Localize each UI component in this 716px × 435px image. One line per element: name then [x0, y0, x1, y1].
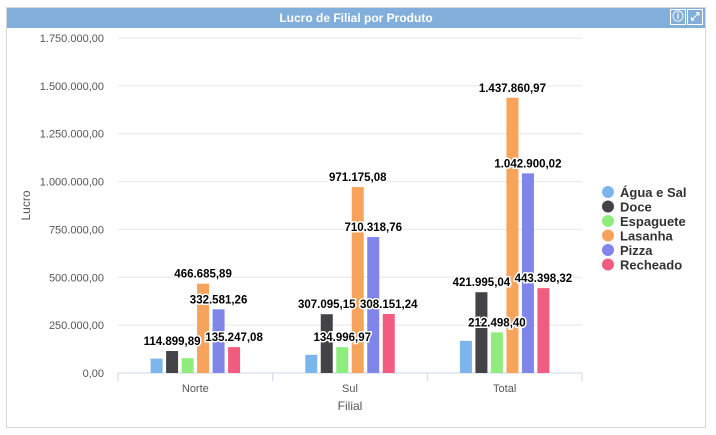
y-tick-label: 500.000,00 — [49, 272, 104, 284]
y-tick-label: 1.750.000,00 — [40, 33, 104, 45]
panel-header: Lucro de Filial por Produto ⓘ ⤢ — [7, 8, 705, 28]
data-label: 1.042.900,02 — [494, 158, 561, 170]
bar — [367, 237, 380, 373]
y-tick-label: 1.500.000,00 — [40, 81, 104, 93]
data-label: 1.437.860,97 — [479, 83, 546, 95]
y-tick-label: 250.000,00 — [49, 320, 104, 332]
bar — [212, 309, 225, 373]
data-label: 135.247,08 — [205, 332, 263, 344]
info-icon[interactable]: ⓘ — [670, 9, 686, 25]
data-label: 212.498,40 — [468, 317, 526, 329]
data-label: 308.151,24 — [360, 299, 418, 311]
legend-item[interactable]: Água e Sal — [620, 185, 686, 200]
bar — [166, 351, 179, 373]
data-label: 332.581,26 — [190, 294, 248, 306]
data-label: 466.685,89 — [174, 269, 232, 281]
bar — [351, 187, 364, 373]
y-axis-title: Lucro — [19, 190, 33, 220]
legend-item[interactable]: Lasanha — [620, 229, 674, 244]
bar — [197, 283, 210, 373]
legend-marker — [602, 215, 614, 227]
data-label: 114.899,89 — [144, 336, 201, 348]
legend-marker — [602, 244, 614, 256]
bar — [336, 347, 349, 373]
panel-title: Lucro de Filial por Produto — [279, 11, 433, 25]
y-tick-label: 1.250.000,00 — [40, 129, 104, 141]
legend-item[interactable]: Espaguete — [620, 214, 686, 229]
data-label: 307.095,15 — [298, 299, 356, 311]
bar — [382, 314, 395, 373]
x-tick-label: Sul — [342, 383, 358, 395]
bar — [305, 354, 318, 373]
x-tick-label: Total — [493, 383, 516, 395]
data-label: 443.398,32 — [515, 273, 573, 285]
y-tick-label: 0,00 — [83, 368, 104, 380]
legend-marker — [602, 229, 614, 242]
legend-item[interactable]: Pizza — [620, 243, 653, 258]
bar — [475, 292, 488, 373]
bar — [506, 97, 519, 374]
legend-marker — [602, 258, 614, 271]
x-axis-title: Filial — [338, 399, 363, 413]
bar — [150, 358, 163, 373]
bar — [228, 347, 241, 373]
data-label: 134.996,97 — [313, 332, 371, 344]
expand-icon[interactable]: ⤢ — [687, 9, 703, 25]
legend-marker — [602, 186, 614, 198]
bar — [521, 173, 534, 373]
bar — [320, 314, 333, 373]
bar — [537, 288, 550, 373]
legend-item[interactable]: Recheado — [620, 258, 682, 273]
legend-marker — [602, 200, 614, 213]
data-label: 710.318,76 — [344, 222, 402, 234]
bar — [459, 340, 472, 373]
data-label: 421.995,04 — [453, 277, 511, 289]
legend-item[interactable]: Doce — [620, 200, 652, 215]
data-label: 971.175,08 — [329, 172, 387, 184]
y-tick-label: 750.000,00 — [49, 224, 104, 236]
y-tick-label: 1.000.000,00 — [40, 177, 104, 189]
bar — [490, 332, 503, 373]
bar — [181, 358, 194, 373]
x-tick-label: Norte — [182, 383, 209, 395]
